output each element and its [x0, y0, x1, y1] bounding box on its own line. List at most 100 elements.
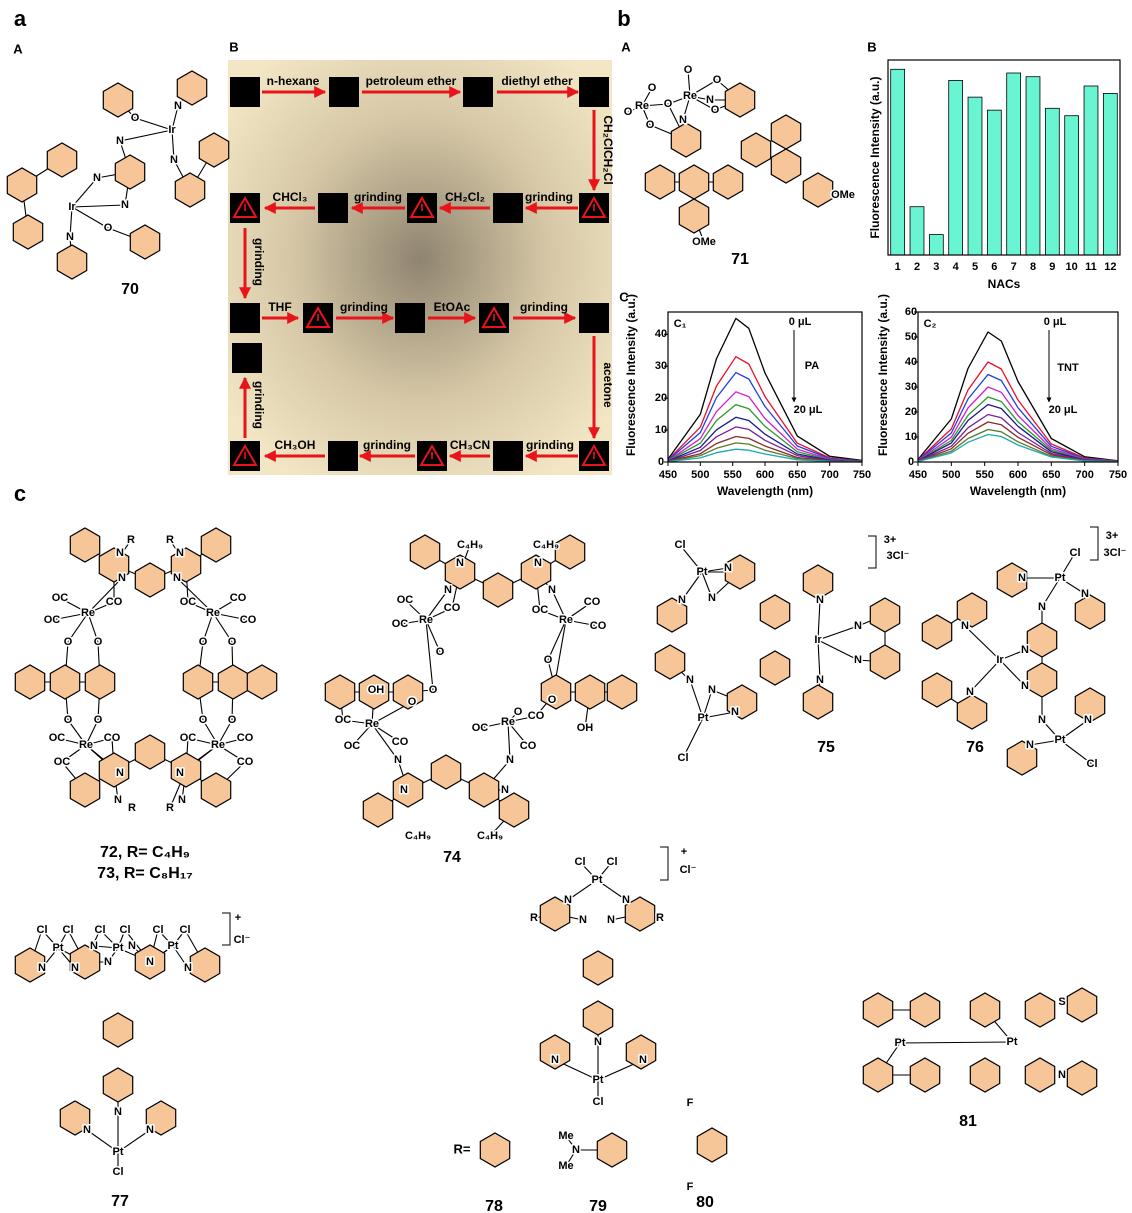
- atom-label: O: [228, 636, 237, 648]
- aromatic-ring: [575, 675, 604, 709]
- aromatic-ring: [1025, 993, 1054, 1027]
- atom-label: F: [687, 1097, 694, 1109]
- atom-label: Ir: [68, 201, 76, 213]
- sample-square: [493, 441, 523, 471]
- bar: [929, 235, 943, 255]
- annotation: 0 μL: [789, 316, 812, 328]
- x-tick-label: 700: [1075, 469, 1093, 481]
- atom-label: N: [116, 547, 124, 559]
- flow-step-label: EtOAc: [434, 300, 471, 314]
- aromatic-ring: [201, 528, 230, 562]
- y-tick-label: 50: [905, 331, 917, 343]
- atom-label: O: [646, 119, 655, 131]
- atom-label: N: [116, 135, 124, 147]
- atom-label: CO: [392, 736, 409, 748]
- atom-label: N: [731, 706, 739, 718]
- annotation: PA: [805, 360, 820, 372]
- atom-label: CO: [106, 596, 123, 608]
- aromatic-ring: [655, 645, 684, 679]
- aromatic-ring: [431, 755, 460, 789]
- aromatic-ring: [725, 83, 754, 117]
- bond: [135, 118, 172, 130]
- charge-bracket: [222, 913, 230, 945]
- atom-label: R: [166, 802, 174, 814]
- atom-label: O: [548, 694, 557, 706]
- x-tick-label: 650: [1042, 469, 1060, 481]
- sample-square: [230, 303, 260, 333]
- sample-square: [579, 77, 609, 107]
- atom-label: N: [114, 1106, 122, 1118]
- atom-label: Pt: [895, 1037, 906, 1049]
- aromatic-ring: [199, 133, 228, 167]
- atom-label: O: [94, 714, 103, 726]
- bar: [1045, 108, 1059, 255]
- aromatic-ring: [870, 645, 899, 679]
- atom-label: R: [530, 912, 538, 924]
- aromatic-ring: [922, 615, 951, 649]
- compound-label: 75: [817, 739, 835, 756]
- atom-label: N: [116, 767, 124, 779]
- compound-label: 72, R= C₄H₉: [100, 844, 190, 861]
- atom-label: Re: [211, 739, 225, 751]
- flow-step-label: petroleum ether: [366, 74, 457, 88]
- compound-label: R=: [454, 1141, 471, 1156]
- x-tick-label: 5: [972, 261, 978, 273]
- y-tick-label: 10: [655, 424, 667, 436]
- atom-label: Pt: [1055, 734, 1066, 746]
- atom-label: OH: [368, 684, 385, 696]
- aromatic-ring: [671, 123, 700, 157]
- x-tick-label: 600: [1009, 469, 1027, 481]
- aromatic-ring: [103, 83, 132, 117]
- aromatic-ring: [1067, 1061, 1096, 1095]
- atom-label: C₄H₉: [477, 830, 503, 842]
- atom-label: Ir: [996, 654, 1004, 666]
- atom-label: Re: [79, 739, 93, 751]
- aromatic-ring: [1027, 623, 1056, 657]
- aromatic-ring: [679, 165, 708, 199]
- x-tick-label: 450: [659, 469, 677, 481]
- charge-label: 3Cl⁻: [1104, 547, 1127, 559]
- x-tick-label: 2: [914, 261, 920, 273]
- atom-label: N: [572, 1144, 580, 1156]
- aromatic-ring: [103, 1013, 132, 1047]
- aromatic-ring: [85, 665, 114, 699]
- atom-label: N: [146, 956, 154, 968]
- flow-step-label: grinding: [252, 238, 266, 286]
- atom-label: O: [664, 98, 673, 110]
- x-tick-label: 9: [1049, 261, 1055, 273]
- x-axis-title: Wavelength (nm): [970, 484, 1066, 498]
- atom-label: N: [679, 114, 687, 126]
- aromatic-ring: [130, 225, 159, 259]
- atom-label: C₄H₉: [533, 539, 559, 551]
- atom-label: N: [66, 231, 74, 243]
- aromatic-ring: [713, 165, 742, 199]
- atom-label: N: [83, 1124, 91, 1136]
- charge-bracket: [868, 536, 876, 568]
- atom-label: Pt: [592, 874, 603, 886]
- atom-label: N: [854, 620, 862, 632]
- atom-label: N: [456, 557, 464, 569]
- atom-label: Cl: [180, 924, 191, 936]
- atom-label: Cl: [575, 856, 586, 868]
- atom-label: O: [429, 684, 438, 696]
- compound-label: 81: [959, 1113, 977, 1130]
- atom-label: Cl: [37, 924, 48, 936]
- atom-label: Cl: [607, 856, 618, 868]
- atom-label: CO: [444, 602, 461, 614]
- atom-label: N: [173, 572, 181, 584]
- annotation: 0 μL: [1044, 316, 1067, 328]
- spectrum-line: [668, 405, 862, 462]
- atom-label: N: [639, 1054, 647, 1066]
- x-tick-label: 450: [909, 469, 927, 481]
- compound-label: 71: [731, 251, 749, 268]
- atom-label: N: [174, 100, 182, 112]
- chart-label: C₂: [924, 318, 937, 330]
- atom-label: Pt: [113, 1146, 124, 1158]
- atom-label: O: [94, 636, 103, 648]
- atom-label: N: [1081, 588, 1089, 600]
- atom-label: O: [436, 646, 445, 658]
- flow-step-label: grinding: [252, 381, 266, 429]
- charge-label: Cl⁻: [680, 864, 697, 876]
- aromatic-ring: [201, 773, 230, 807]
- flow-step-label: CH₃OH: [275, 438, 316, 452]
